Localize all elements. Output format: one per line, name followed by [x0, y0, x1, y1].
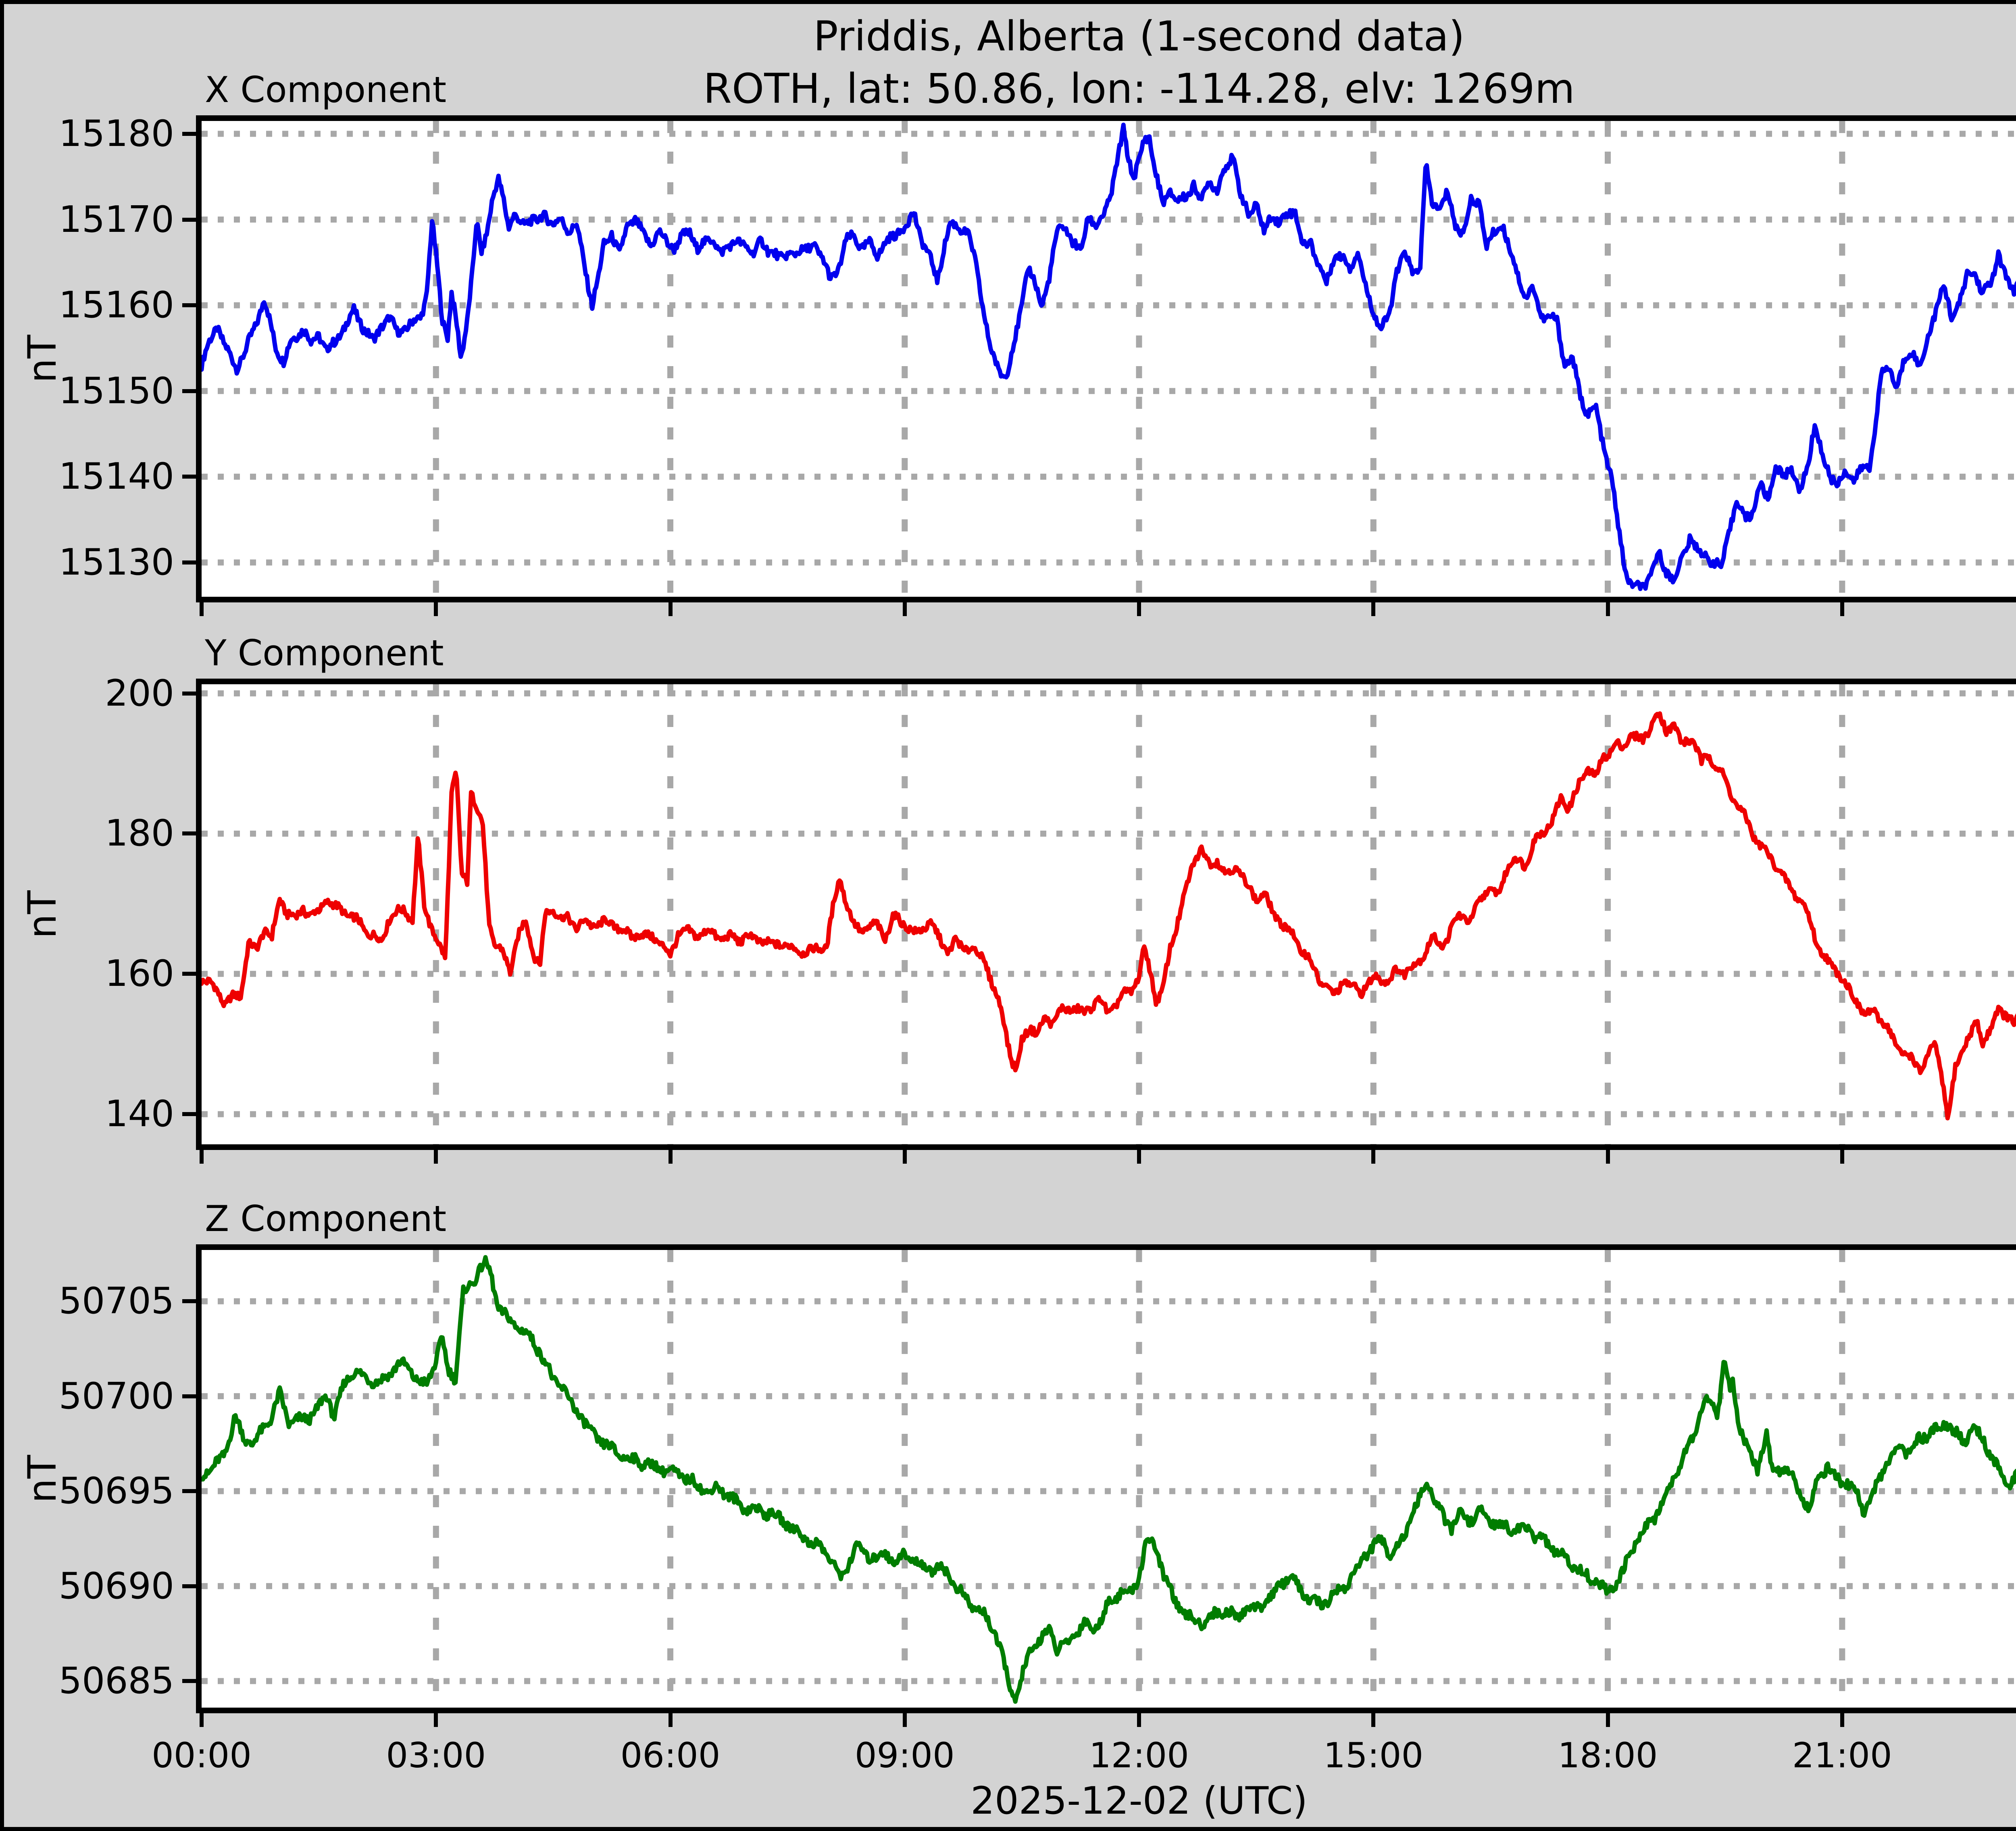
x-tick-mark	[200, 1713, 204, 1727]
subplot-title-z-component: Z Component	[205, 1198, 447, 1239]
x-tick-mark	[1840, 1713, 1844, 1727]
x-tick-label: 06:00	[620, 1735, 721, 1776]
x-tick-mark	[434, 1150, 438, 1164]
x-tick-mark	[434, 1713, 438, 1727]
x-tick-mark	[1137, 1713, 1141, 1727]
y-tick-mark	[182, 131, 196, 136]
x-tick-mark	[1606, 602, 1610, 616]
x-tick-mark	[902, 1150, 907, 1164]
y-tick-mark	[182, 1112, 196, 1117]
x-tick-mark	[1371, 602, 1376, 616]
z-component-line	[202, 1255, 2016, 1704]
x-tick-mark	[1606, 1713, 1610, 1727]
x-tick-mark	[668, 602, 673, 616]
x-tick-mark	[1840, 1150, 1844, 1164]
y-tick-mark	[182, 217, 196, 222]
y-tick-label: 50705	[58, 1280, 174, 1323]
y-tick-label: 15170	[58, 198, 174, 241]
y-tick-label: 200	[105, 672, 174, 714]
subplot-title-y-component: Y Component	[205, 632, 444, 674]
x-tick-mark	[1371, 1150, 1376, 1164]
y-tick-mark	[182, 475, 196, 479]
y-tick-label: 140	[105, 1093, 174, 1135]
figure-title-line2: ROTH, lat: 50.86, lon: -114.28, elv: 126…	[703, 65, 1575, 113]
y-tick-label: 15160	[58, 284, 174, 327]
x-component-chart	[202, 121, 2016, 597]
x-tick-label: 18:00	[1558, 1735, 1658, 1776]
x-tick-mark	[902, 1713, 907, 1727]
y-tick-label: 50700	[58, 1375, 174, 1417]
x-tick-label: 09:00	[854, 1735, 955, 1776]
subplot-title-x-component: X Component	[205, 69, 447, 110]
x-tick-mark	[434, 602, 438, 616]
x-axis-label: 2025-12-02 (UTC)	[971, 1779, 1308, 1823]
x-tick-mark	[1137, 1150, 1141, 1164]
figure-title: Priddis, Alberta (1-second data) ROTH, l…	[202, 10, 2016, 115]
x-tick-mark	[200, 602, 204, 616]
y-tick-mark	[182, 691, 196, 696]
x-component-line	[202, 123, 2016, 591]
y-tick-mark	[182, 1394, 196, 1398]
y-tick-label: 15150	[58, 369, 174, 412]
y-tick-label: 50690	[58, 1564, 174, 1607]
x-tick-label: 00:00	[152, 1735, 252, 1776]
y-tick-mark	[182, 303, 196, 308]
y-tick-label: 160	[105, 952, 174, 995]
y-tick-mark	[182, 389, 196, 393]
y-tick-mark	[182, 1299, 196, 1304]
y-tick-label: 180	[105, 812, 174, 855]
figure-title-line1: Priddis, Alberta (1-second data)	[813, 12, 1465, 60]
y-tick-label: 15180	[58, 112, 174, 155]
z-component-chart	[202, 1250, 2016, 1708]
x-tick-label: 15:00	[1323, 1735, 1424, 1776]
y-tick-label: 50685	[58, 1660, 174, 1702]
y-tick-mark	[182, 560, 196, 565]
plot-area-y-component	[196, 679, 2016, 1150]
x-tick-mark	[1840, 602, 1844, 616]
y-axis-label-y: nT	[20, 890, 65, 939]
x-tick-mark	[668, 1150, 673, 1164]
y-component-line	[202, 711, 2016, 1121]
y-tick-label: 15140	[58, 455, 174, 498]
y-tick-mark	[182, 1584, 196, 1588]
x-tick-label: 03:00	[386, 1735, 486, 1776]
x-tick-mark	[1606, 1150, 1610, 1164]
x-tick-mark	[200, 1150, 204, 1164]
y-tick-mark	[182, 1489, 196, 1494]
y-tick-mark	[182, 972, 196, 976]
x-tick-label: 21:00	[1792, 1735, 1892, 1776]
x-tick-mark	[1371, 1713, 1376, 1727]
x-tick-mark	[902, 602, 907, 616]
y-component-chart	[202, 684, 2016, 1144]
y-tick-mark	[182, 831, 196, 836]
y-tick-label: 50695	[58, 1470, 174, 1512]
y-tick-mark	[182, 1679, 196, 1683]
plot-area-x-component	[196, 115, 2016, 602]
x-tick-label: 12:00	[1089, 1735, 1189, 1776]
plot-area-z-component	[196, 1244, 2016, 1713]
x-tick-mark	[1137, 602, 1141, 616]
y-tick-label: 15130	[58, 541, 174, 583]
x-tick-mark	[668, 1713, 673, 1727]
